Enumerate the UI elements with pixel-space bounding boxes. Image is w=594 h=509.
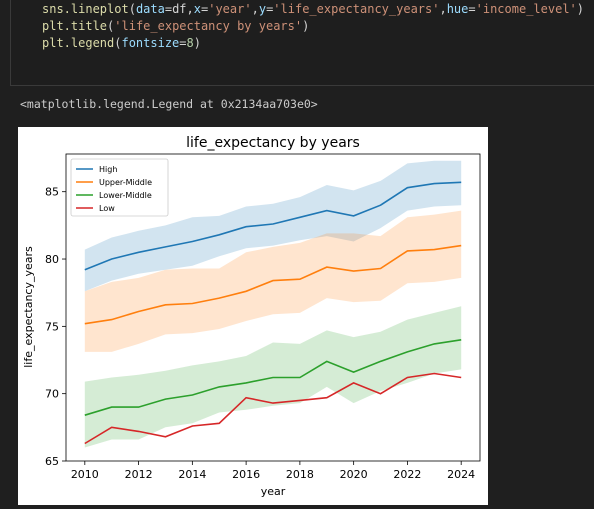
ci-band-high [84, 160, 462, 292]
legend-label-low: Low [99, 204, 115, 213]
series-line-low [84, 372, 462, 445]
x-tick-label: 2010 [71, 468, 99, 481]
x-tick-label: 2014 [178, 468, 206, 481]
x-tick-label: 2022 [393, 468, 421, 481]
x-tick-label: 2016 [232, 468, 260, 481]
y-tick-label: 70 [45, 388, 59, 401]
x-tick-label: 2012 [125, 468, 153, 481]
code-line-1[interactable]: sns.lineplot(data=df,x='year',y='life_ex… [42, 2, 585, 16]
series-line-upper-middle [84, 244, 462, 325]
x-axis-label: year [261, 485, 286, 498]
x-tick-label: 2018 [286, 468, 314, 481]
x-tick-label: 2024 [447, 468, 475, 481]
y-tick-label: 65 [45, 455, 59, 468]
legend-label-lower-middle: Lower-Middle [99, 191, 152, 200]
y-tick-label: 80 [45, 253, 59, 266]
legend-box [70, 158, 169, 217]
line-chart: 2010 2012 2014 2016 2018 2020 2022 2024 65 70 75 8… [22, 135, 481, 498]
y-tick-label: 85 [45, 186, 59, 199]
legend-label-high: High [99, 165, 117, 174]
plot-output: 2010 2012 2014 2016 2018 2020 2022 2024 65 70 75 8… [18, 127, 488, 505]
y-axis-label: life_expectancy_years [22, 246, 35, 368]
series-line-lower-middle [84, 339, 462, 416]
series-line-high [84, 181, 462, 271]
cell-output-text: <matplotlib.legend.Legend at 0x2134aa703… [20, 97, 318, 111]
chart-title: life_expectancy by years [186, 135, 360, 151]
x-tick-label: 2020 [340, 468, 368, 481]
y-tick-label: 75 [45, 320, 59, 333]
plot-frame [65, 153, 481, 462]
legend-label-upper-middle: Upper-Middle [99, 178, 152, 187]
code-line-2[interactable]: plt.title('life_expectancy by years') [42, 19, 310, 33]
code-cell[interactable]: sns.lineplot(data=df,x='year',y='life_ex… [10, 0, 594, 86]
chart-legend: High Upper-Middle Lower-Middle Low [70, 158, 169, 217]
code-line-3[interactable]: plt.legend(fontsize=8) [42, 36, 201, 50]
